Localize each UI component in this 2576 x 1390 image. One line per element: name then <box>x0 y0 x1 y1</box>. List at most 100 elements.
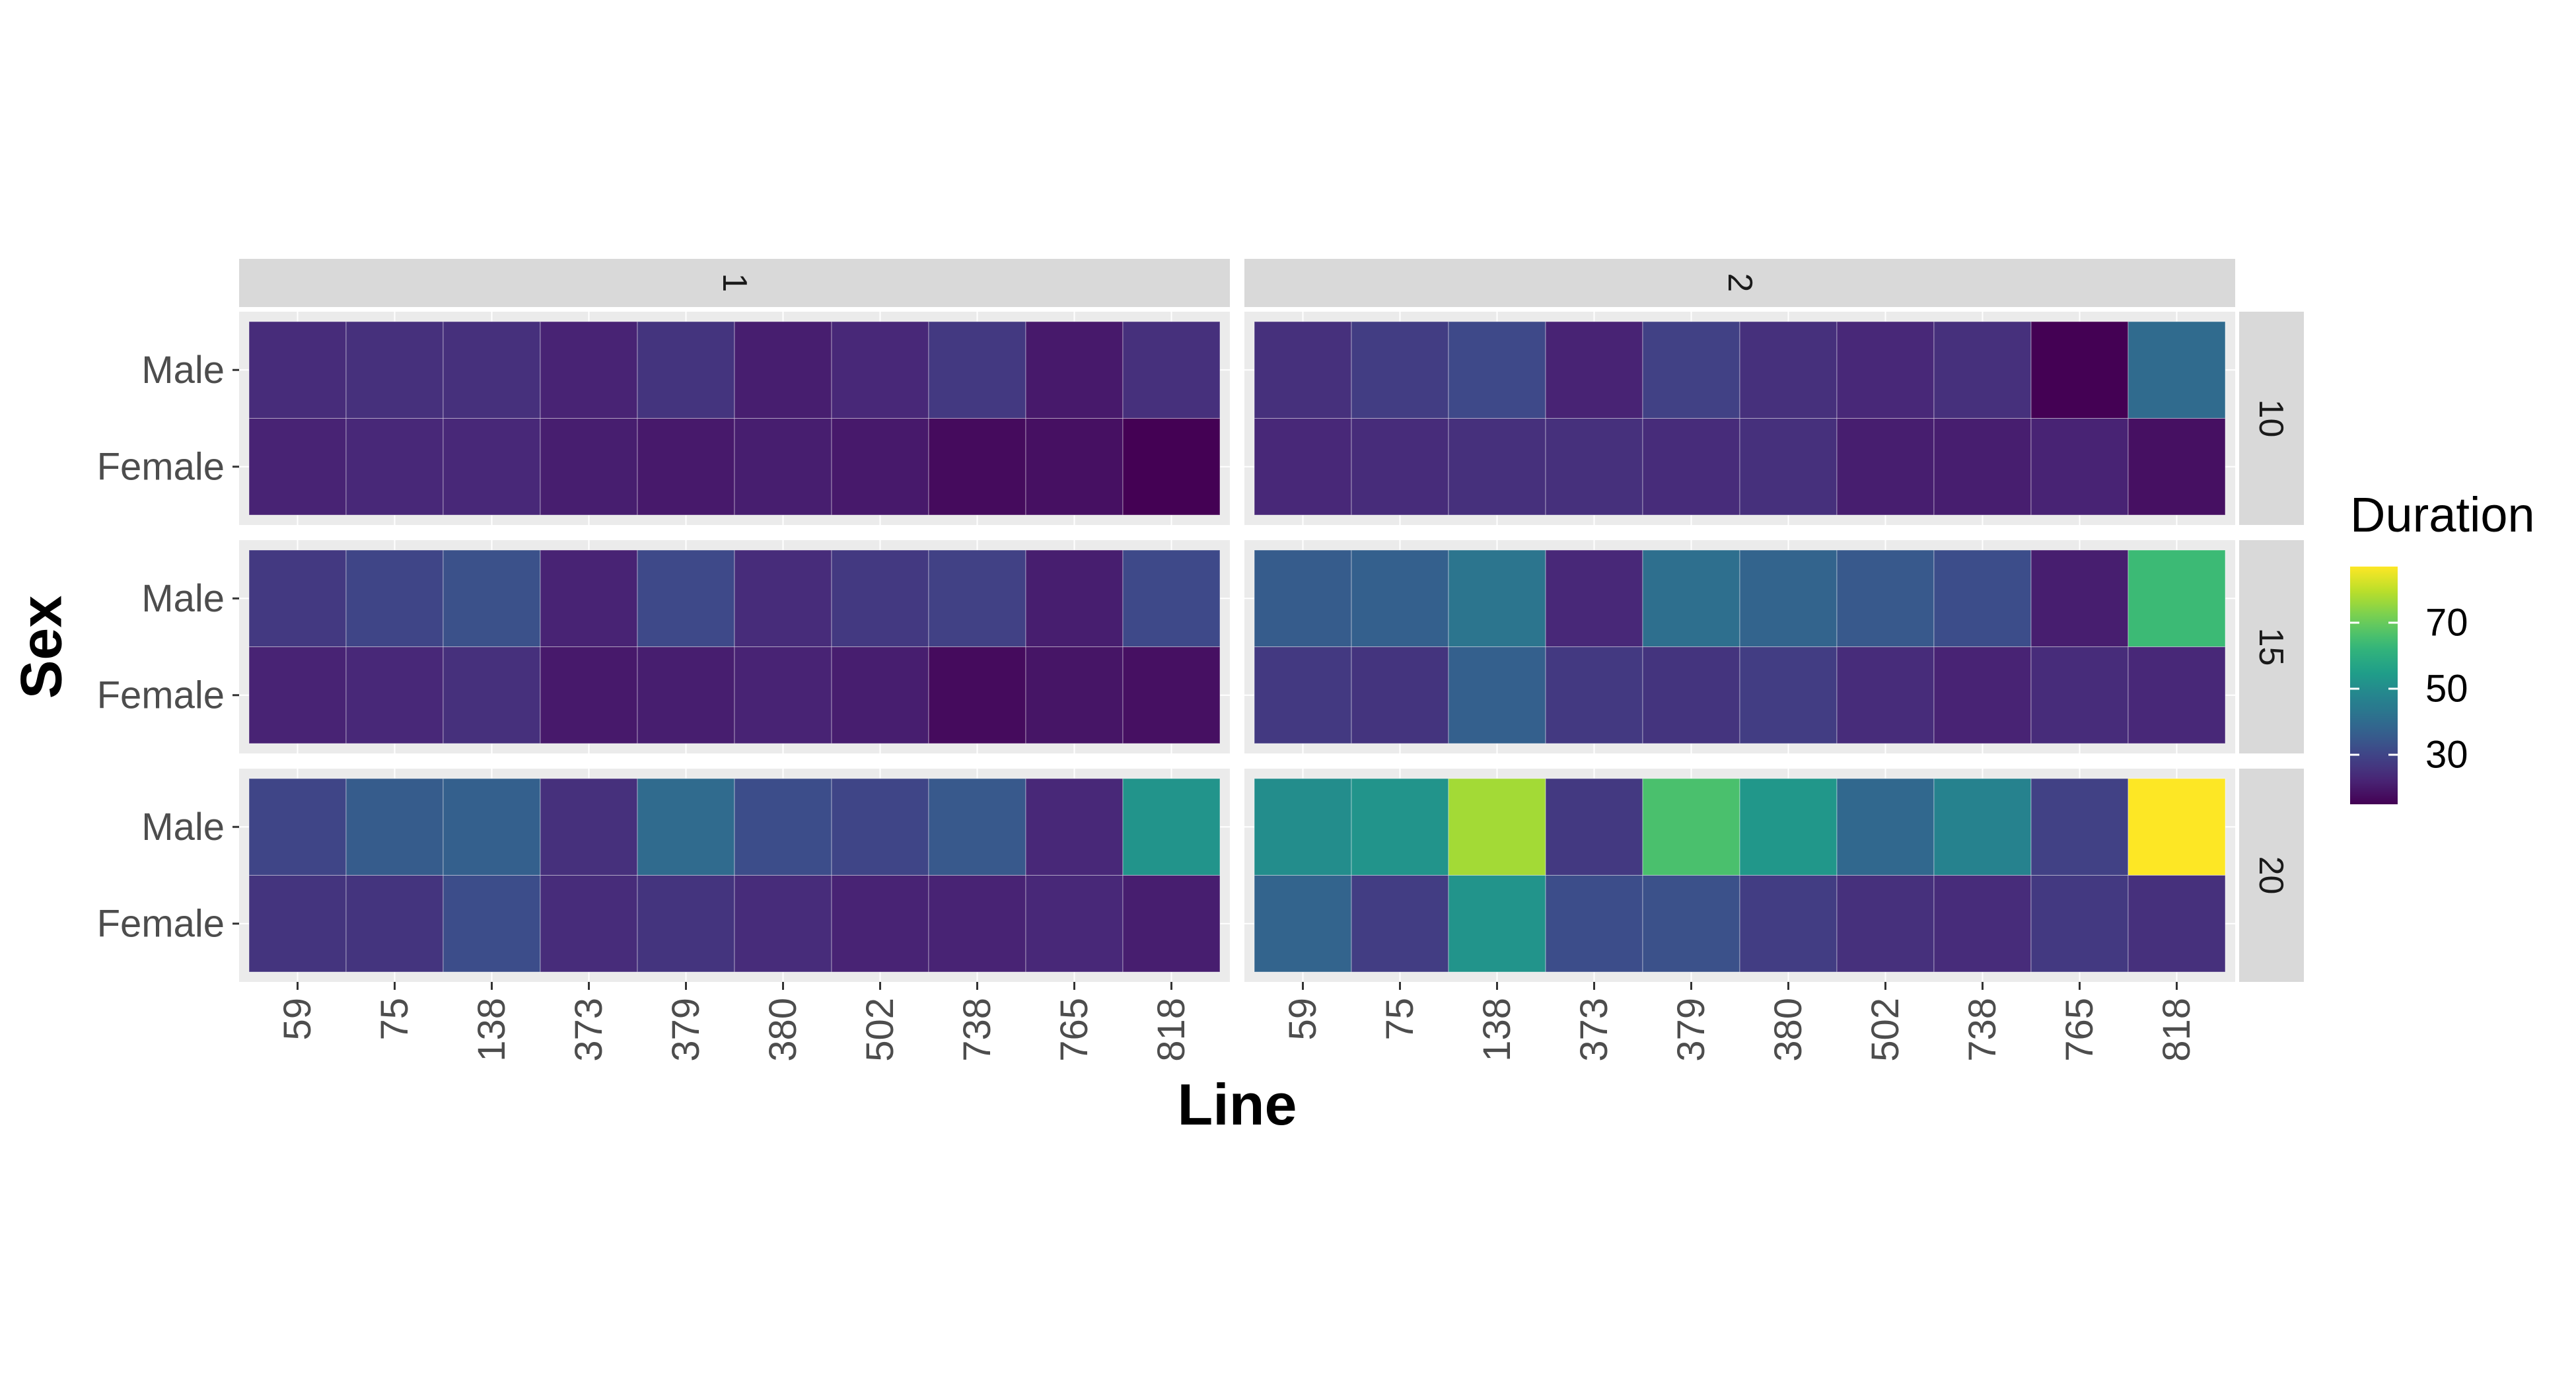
heatmap-tile-female-59 <box>248 418 347 516</box>
y-tick-label: Female <box>97 902 225 945</box>
heatmap-tile-female-502 <box>831 875 929 973</box>
heatmap-tile-male-765 <box>1025 549 1124 647</box>
heatmap-tile-female-379 <box>637 875 735 973</box>
heatmap-tile-female-765 <box>1025 418 1124 516</box>
heatmap-tile-male-59 <box>1254 321 1352 419</box>
heatmap-tile-female-738 <box>928 875 1026 973</box>
heatmap-tile-male-138 <box>443 549 541 647</box>
x-tick-label: 379 <box>1670 998 1713 1062</box>
heatmap-tile-female-59 <box>1254 646 1352 744</box>
heatmap-tile-female-738 <box>1933 646 2032 744</box>
heatmap-tile-male-765 <box>2030 549 2129 647</box>
heatmap-tile-female-138 <box>1448 418 1546 516</box>
heatmap-tile-male-380 <box>734 321 832 419</box>
y-tick-label: Male <box>141 349 225 392</box>
heatmap-tile-female-502 <box>1836 646 1935 744</box>
heatmap-tile-male-502 <box>1836 549 1935 647</box>
heatmap-tile-female-738 <box>928 418 1026 516</box>
heatmap-tile-male-379 <box>637 778 735 876</box>
legend-tick-label: 70 <box>2425 602 2468 644</box>
x-tick-label: 738 <box>956 998 999 1062</box>
facet-strip-col-label: 1 <box>715 273 754 293</box>
heatmap-tile-female-59 <box>1254 418 1352 516</box>
heatmap-tile-male-818 <box>2128 549 2226 647</box>
heatmap-tile-male-379 <box>637 321 735 419</box>
heatmap-tile-male-138 <box>443 321 541 419</box>
heatmap-tile-female-380 <box>1739 418 1838 516</box>
x-tick-label: 818 <box>2155 998 2198 1062</box>
x-tick-label: 379 <box>664 998 707 1062</box>
heatmap-tile-female-75 <box>345 646 444 744</box>
facet-strip-row-20 <box>2239 769 2304 982</box>
heatmap-tile-female-502 <box>1836 875 1935 973</box>
x-tick-label: 75 <box>373 998 416 1041</box>
heatmap-tile-female-373 <box>540 646 638 744</box>
heatmap-tile-female-138 <box>443 646 541 744</box>
heatmap-tile-male-75 <box>1351 549 1449 647</box>
heatmap-tile-male-75 <box>345 778 444 876</box>
y-tick-label: Male <box>141 577 225 620</box>
heatmap-tile-female-818 <box>2128 646 2226 744</box>
heatmap-tile-male-738 <box>928 549 1026 647</box>
heatmap-tile-female-379 <box>1642 646 1740 744</box>
x-tick-label: 502 <box>1864 998 1907 1062</box>
heatmap-tile-female-765 <box>2030 646 2129 744</box>
heatmap-tile-male-75 <box>345 321 444 419</box>
heatmap-tile-male-738 <box>928 321 1026 419</box>
heatmap-tile-male-138 <box>1448 321 1546 419</box>
heatmap-tile-female-738 <box>1933 875 2032 973</box>
heatmap-tile-female-738 <box>1933 418 2032 516</box>
heatmap-tile-male-380 <box>1739 321 1838 419</box>
heatmap-tile-male-373 <box>1545 549 1643 647</box>
heatmap-tile-female-75 <box>1351 646 1449 744</box>
heatmap-tile-female-379 <box>637 646 735 744</box>
heatmap-tile-female-373 <box>540 418 638 516</box>
facet-strip-row-10 <box>2239 312 2304 525</box>
facet-strip-col-label: 2 <box>1721 273 1759 293</box>
heatmap-tile-female-138 <box>1448 646 1546 744</box>
heatmap-tile-male-373 <box>540 321 638 419</box>
x-tick-label: 75 <box>1378 998 1421 1041</box>
heatmap-tile-female-765 <box>1025 875 1124 973</box>
heatmap-tile-female-380 <box>734 418 832 516</box>
facet-strip-row-15 <box>2239 540 2304 753</box>
heatmap-tile-female-138 <box>1448 875 1546 973</box>
heatmap-tile-male-380 <box>1739 778 1838 876</box>
heatmap-tile-female-765 <box>1025 646 1124 744</box>
heatmap-tile-female-502 <box>831 418 929 516</box>
heatmap-tile-male-379 <box>637 549 735 647</box>
x-axis-title: Line <box>1178 1072 1297 1137</box>
heatmap-tile-male-380 <box>734 549 832 647</box>
x-tick-label: 738 <box>1961 998 2004 1062</box>
heatmap-tile-male-502 <box>1836 778 1935 876</box>
heatmap-tile-male-502 <box>831 549 929 647</box>
heatmap-tile-female-379 <box>637 418 735 516</box>
heatmap-tile-male-379 <box>1642 778 1740 876</box>
heatmap-tile-male-765 <box>1025 321 1124 419</box>
heatmap-tile-male-738 <box>928 778 1026 876</box>
heatmap-tile-male-373 <box>1545 321 1643 419</box>
heatmap-tile-female-765 <box>2030 875 2129 973</box>
heatmap-tile-female-380 <box>734 646 832 744</box>
heatmap-tile-male-380 <box>1739 549 1838 647</box>
heatmap-tile-male-738 <box>1933 321 2032 419</box>
x-tick-label: 138 <box>470 998 513 1062</box>
facet-strip-col-1 <box>239 259 1230 307</box>
heatmap-tile-male-765 <box>2030 321 2129 419</box>
heatmap-tile-male-818 <box>1122 549 1221 647</box>
heatmap-tile-male-138 <box>443 778 541 876</box>
heatmap-tile-male-380 <box>734 778 832 876</box>
heatmap-tile-male-59 <box>248 778 347 876</box>
heatmap-tile-female-380 <box>1739 875 1838 973</box>
y-tick-label: Female <box>97 445 225 488</box>
heatmap-tile-female-75 <box>1351 418 1449 516</box>
heatmap-tile-female-380 <box>1739 646 1838 744</box>
x-tick-label: 59 <box>1281 998 1324 1041</box>
heatmap-tile-male-373 <box>540 549 638 647</box>
heatmap-tile-male-738 <box>1933 549 2032 647</box>
heatmap-tile-male-502 <box>1836 321 1935 419</box>
heatmap-tile-female-59 <box>1254 875 1352 973</box>
x-tick-label: 380 <box>762 998 805 1062</box>
heatmap-tile-female-818 <box>1122 646 1221 744</box>
x-tick-label: 765 <box>2058 998 2101 1062</box>
